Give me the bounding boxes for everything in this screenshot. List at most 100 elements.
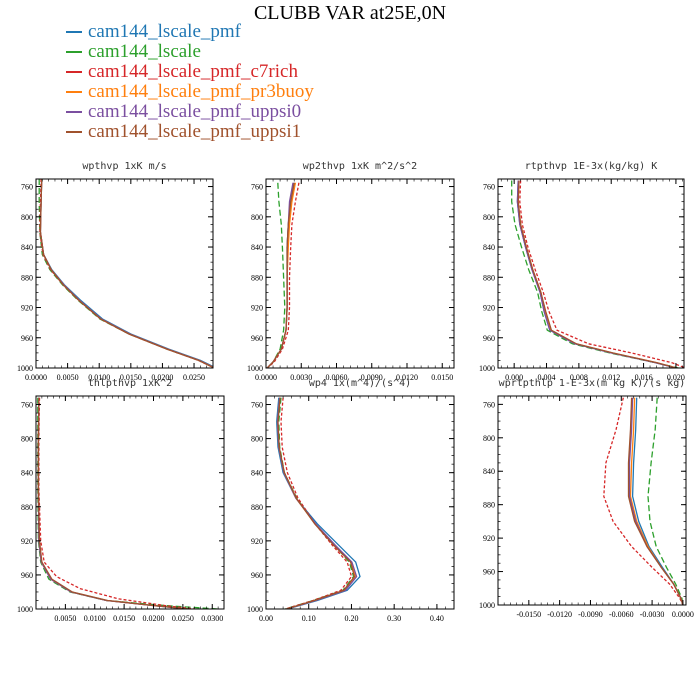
series-group [38, 179, 213, 368]
y-tick-label: 880 [483, 501, 495, 510]
y-tick-label: 920 [21, 304, 33, 313]
series-line [39, 179, 213, 368]
x-tick-label: 0.0150 [113, 614, 135, 623]
x-tick-label: 0.20 [344, 614, 358, 623]
series-line [37, 397, 189, 609]
y-tick-label: 840 [483, 243, 495, 252]
y-tick-label: 920 [251, 537, 263, 546]
chart-panel: rtpthvp 1E-3x(kg/kg) K 760 800 840 880 920 960… [479, 161, 685, 382]
legend-label: cam144_lscale_pmf [88, 21, 242, 42]
legend-entry: cam144_lscale_pmf_uppsi1 [66, 122, 314, 142]
series-line [37, 397, 190, 609]
y-tick-label: 920 [483, 304, 495, 313]
series-line [517, 180, 677, 368]
series-line [629, 397, 684, 605]
chart-panel: wprtpthlp 1-E-3x(m kg K)/(s kg) 760 800 840… [479, 378, 694, 619]
series-line [39, 179, 213, 368]
chart-title: thlpthvp 1xK^2 [88, 378, 172, 389]
series-line [38, 179, 213, 368]
y-tick-label: 800 [483, 434, 495, 443]
legend-label: cam144_lscale_pmf_uppsi1 [88, 121, 302, 142]
series-line [516, 180, 677, 368]
x-tick-label: 0.0060 [326, 373, 348, 382]
x-tick-label: 0.0000 [25, 373, 47, 382]
series-line [39, 179, 213, 368]
x-tick-label: 0.012 [602, 373, 620, 382]
x-tick-label: -0.0120 [547, 610, 572, 619]
y-tick-label: 840 [21, 243, 33, 252]
y-tick-label: 760 [21, 183, 33, 192]
x-tick-label: 0.0100 [84, 614, 106, 623]
legend-entry: cam144_lscale_pmf_c7rich [66, 62, 314, 82]
legend-swatch [66, 31, 82, 33]
chart-title: wp2thvp 1xK m^2/s^2 [303, 161, 417, 172]
plot-frame [497, 178, 685, 369]
legend-swatch [66, 131, 82, 133]
series-line [39, 179, 213, 368]
x-tick-label: 0.0150 [120, 373, 142, 382]
series-line [276, 397, 357, 609]
x-tick-label: 0.0030 [290, 373, 312, 382]
x-tick-label: -0.0030 [640, 610, 665, 619]
x-tick-label: 0.0100 [88, 373, 110, 382]
series-group [37, 397, 219, 609]
legend-label: cam144_lscale_pmf_c7rich [88, 61, 298, 82]
series-line [266, 182, 295, 368]
series-line [647, 397, 684, 605]
y-tick-label: 920 [483, 534, 495, 543]
series-group [511, 180, 684, 368]
y-tick-label: 960 [251, 334, 263, 343]
y-tick-label: 1000 [247, 605, 263, 614]
legend-swatch [66, 51, 82, 53]
y-tick-label: 840 [251, 243, 263, 252]
series-group [603, 397, 684, 605]
y-tick-label: 960 [483, 334, 495, 343]
y-tick-label: 760 [251, 401, 263, 410]
series-line [631, 397, 684, 605]
x-tick-label: 0.0000 [672, 610, 694, 619]
plot-frame [35, 178, 214, 369]
y-tick-label: 880 [251, 503, 263, 512]
chart-panel: wp2thvp 1xK m^2/s^2 760 800 840 880 920 960 100… [247, 161, 455, 382]
x-tick-label: 0.0300 [201, 614, 223, 623]
x-tick-label: 0.00 [259, 614, 273, 623]
x-tick-label: 0.016 [635, 373, 653, 382]
series-line [39, 179, 213, 368]
y-tick-label: 1000 [479, 364, 495, 373]
y-tick-label: 1000 [17, 605, 33, 614]
series-line [276, 397, 361, 609]
series-line [277, 397, 356, 609]
y-tick-label: 840 [483, 467, 495, 476]
x-tick-label: 0.10 [302, 614, 316, 623]
series-group [266, 182, 300, 368]
x-tick-label: 0.0250 [172, 614, 194, 623]
y-tick-label: 880 [21, 503, 33, 512]
x-tick-label: 0.0120 [396, 373, 418, 382]
series-line [276, 397, 358, 609]
y-tick-label: 960 [251, 571, 263, 580]
x-tick-label: 0.0150 [431, 373, 453, 382]
x-tick-label: 0.0050 [54, 614, 76, 623]
plot-frame [497, 395, 687, 606]
x-tick-label: -0.0150 [516, 610, 541, 619]
series-line [37, 397, 219, 609]
x-tick-label: 0.020 [667, 373, 685, 382]
x-tick-label: 0.0050 [57, 373, 79, 382]
y-tick-label: 760 [483, 400, 495, 409]
x-tick-label: 0.004 [538, 373, 556, 382]
legend-entry: cam144_lscale_pmf_pr3buoy [66, 82, 314, 102]
x-tick-label: 0.0200 [143, 614, 165, 623]
y-tick-label: 800 [483, 213, 495, 222]
legend-label: cam144_lscale_pmf_uppsi0 [88, 101, 302, 122]
y-tick-label: 880 [21, 273, 33, 282]
legend-entry: cam144_lscale_pmf_uppsi0 [66, 102, 314, 122]
plot-frame [265, 178, 455, 369]
y-tick-label: 1000 [479, 601, 495, 610]
chart-panel: thlpthvp 1xK^2 760 800 840 880 920 960 1000 0.00… [17, 378, 225, 623]
legend-swatch [66, 71, 82, 73]
y-tick-label: 800 [251, 213, 263, 222]
series-line [603, 397, 684, 605]
y-tick-label: 960 [21, 334, 33, 343]
x-tick-label: 0.30 [387, 614, 401, 623]
chart-title: wpthvp 1xK m/s [82, 161, 166, 172]
